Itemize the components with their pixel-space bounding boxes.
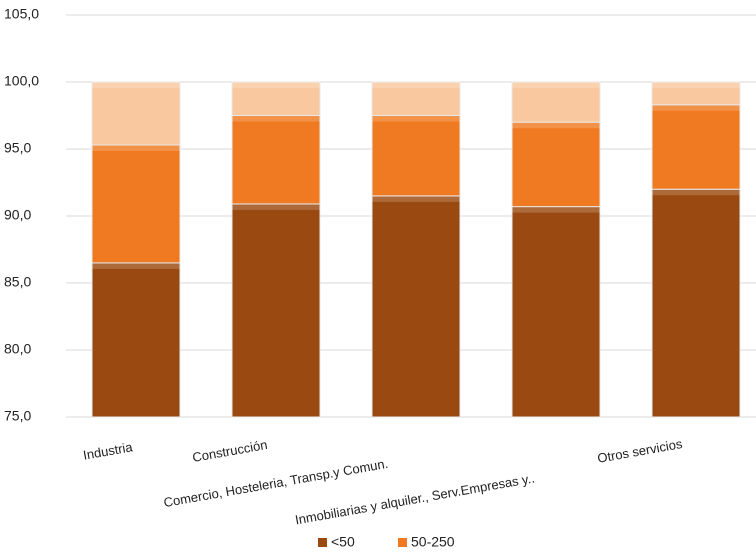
bar-segment: [511, 121, 601, 208]
legend-swatch: [318, 538, 327, 547]
bar-highlight: [372, 115, 460, 122]
x-tick-label: Otros servicios: [596, 436, 684, 466]
bar-segment: [511, 81, 601, 123]
bar-highlight: [92, 82, 180, 88]
bar-segment: [371, 195, 461, 418]
legend-label: 50-250: [411, 534, 455, 550]
bar-highlight: [92, 144, 180, 151]
bar-highlight: [372, 82, 460, 88]
bar-segment: [231, 81, 321, 116]
bar-segment: [511, 206, 601, 418]
bar-segment: [371, 115, 461, 197]
bar-segment: [91, 81, 181, 146]
legend-label: <50: [331, 534, 355, 550]
bar-segment: [651, 104, 741, 190]
y-tick-label: 85,0: [4, 274, 31, 290]
bar-highlight: [232, 203, 320, 210]
bar-highlight: [512, 82, 600, 88]
bar-segment: [371, 81, 461, 116]
bar-segment: [231, 203, 321, 418]
x-tick-label: Industria: [82, 439, 134, 463]
bar-highlight: [512, 122, 600, 129]
y-tick-label: 90,0: [4, 207, 31, 223]
legend-swatch: [398, 538, 407, 547]
y-tick-label: 95,0: [4, 140, 31, 156]
x-tick-label: Construcción: [191, 437, 268, 465]
bar-highlight: [652, 82, 740, 88]
bar-segment: [91, 262, 181, 418]
bar-segment: [231, 115, 321, 205]
y-tick-label: 100,0: [4, 73, 39, 89]
bar-segment: [91, 144, 181, 264]
y-tick-label: 105,0: [4, 6, 39, 22]
y-tick-label: 75,0: [4, 408, 31, 424]
bar-highlight: [232, 82, 320, 88]
bar-highlight: [652, 189, 740, 196]
bar-highlight: [652, 104, 740, 111]
y-tick-label: 80,0: [4, 341, 31, 357]
bar-highlight: [512, 206, 600, 213]
bar-highlight: [232, 115, 320, 122]
bar-highlight: [92, 262, 180, 269]
bar-segment: [651, 188, 741, 418]
bar-highlight: [372, 195, 460, 202]
bar-segment: [651, 81, 741, 106]
